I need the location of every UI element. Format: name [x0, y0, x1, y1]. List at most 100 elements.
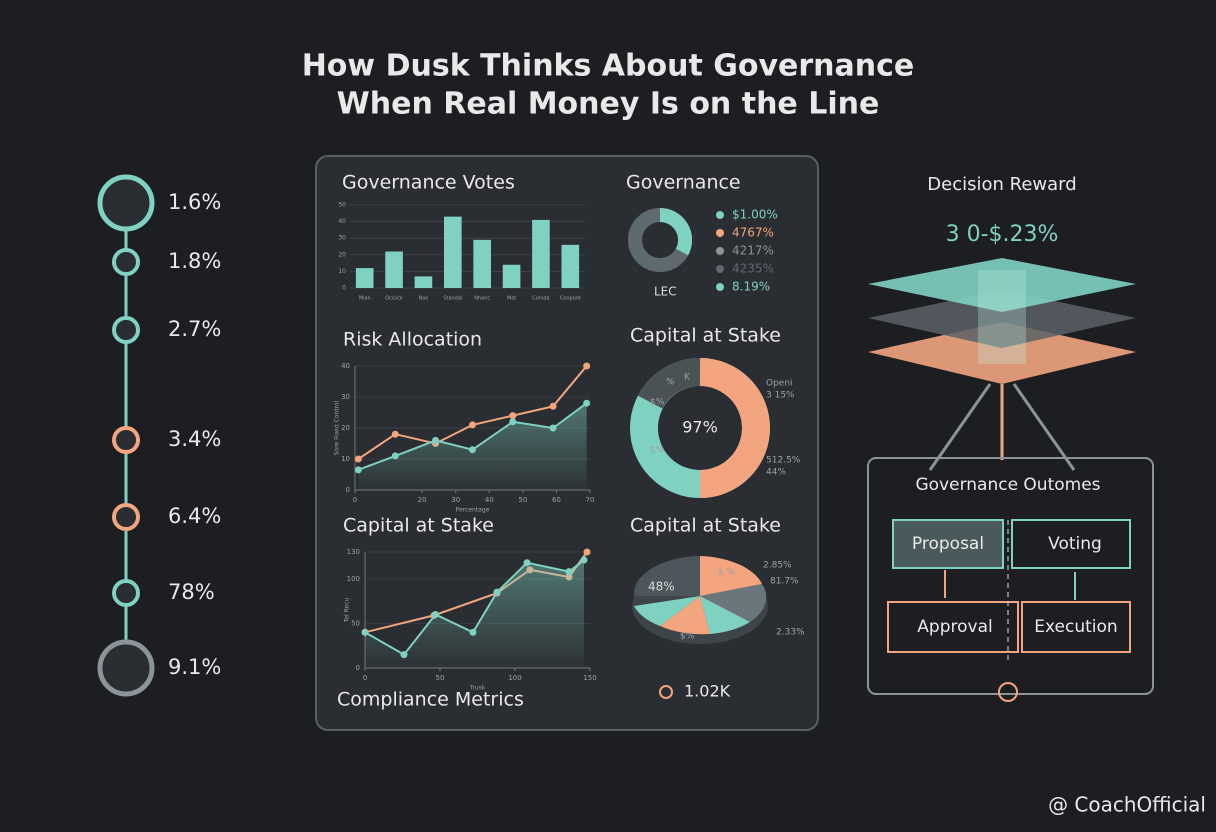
timeline-node	[112, 316, 140, 344]
point	[432, 436, 440, 444]
y-tick-label: 20	[341, 424, 350, 432]
y-tick-label: 40	[341, 362, 350, 370]
decision-title: Decision Reward	[927, 174, 1076, 195]
area	[365, 560, 584, 668]
step: Proposal	[912, 534, 984, 554]
x-axis-label: Trusk	[469, 685, 486, 692]
y-tick-label: 10	[338, 268, 346, 275]
y-tick-label: 30	[341, 393, 350, 401]
bar	[502, 264, 521, 288]
point	[391, 430, 399, 438]
panel-title: Governance	[626, 172, 741, 194]
point	[469, 628, 477, 636]
title-line: How Dusk Thinks About Governance	[302, 49, 915, 84]
donut-label: %	[666, 378, 675, 388]
x-tick-label: 20	[418, 496, 427, 504]
step: Approval	[917, 617, 992, 637]
title-line: When Real Money Is on the Line	[337, 87, 880, 122]
bar	[561, 244, 580, 288]
layer	[868, 290, 1136, 348]
layer	[868, 258, 1136, 312]
donut-arc	[637, 357, 701, 410]
point	[391, 452, 399, 460]
legend-swatch	[716, 211, 724, 219]
donut-label: LEC	[654, 285, 677, 299]
pie-label: 81.7%	[770, 577, 799, 587]
x-tick-label: 70	[586, 496, 595, 504]
donut-label: Openi	[766, 379, 793, 389]
x-tick-label: 150	[583, 674, 596, 682]
timeline-node	[112, 248, 140, 276]
timeline-label: 78%	[168, 580, 215, 604]
y-tick-label: 20	[338, 251, 346, 258]
panel-title: Compliance Metrics	[337, 689, 524, 711]
donut-label: 44%	[766, 468, 786, 478]
timeline-node	[97, 174, 155, 232]
point	[583, 362, 591, 370]
donut-label: $%	[650, 446, 665, 456]
point	[354, 466, 362, 474]
y-axis-label: Sore Fixed Control	[334, 400, 341, 455]
y-tick-label: 0	[356, 664, 360, 672]
donut-arc	[699, 358, 770, 498]
x-tick-label: 100	[508, 674, 521, 682]
panel-title: Capital at Stake	[343, 515, 494, 537]
y-tick-label: 130	[347, 548, 360, 556]
governance-donut: LEC	[628, 207, 693, 299]
point	[469, 421, 476, 429]
donut-label: 3 15%	[766, 391, 795, 401]
legend-swatch	[716, 229, 724, 237]
donut-label: K	[684, 373, 691, 383]
pie-slice	[633, 556, 700, 596]
x-axis-label: Percentage	[456, 507, 490, 514]
stake-pie: 48% $ % 2.85% 81.7% 2.33% $% 1.02K	[632, 556, 805, 701]
point	[400, 651, 408, 659]
legend-label: $1.00%	[732, 208, 778, 222]
point	[509, 418, 517, 426]
y-tick-label: 100	[347, 575, 360, 583]
x-tick-label: Mat	[507, 296, 516, 302]
bar	[355, 268, 374, 288]
pie-slice	[634, 596, 700, 626]
pie-slice	[700, 596, 750, 634]
y-tick-label: 40	[338, 218, 346, 225]
footer: @ CoachOfficial	[1048, 793, 1206, 817]
point	[549, 402, 557, 410]
x-tick-label: 0	[353, 496, 357, 504]
bar	[532, 219, 550, 288]
arrow	[928, 383, 992, 471]
timeline-node	[112, 503, 140, 531]
panel-title: Governance Votes	[342, 172, 515, 194]
timeline-label: 1.8%	[168, 249, 221, 273]
x-tick-label: 50	[436, 674, 445, 682]
arrow	[1012, 383, 1076, 471]
timeline-label: 6.4%	[168, 504, 221, 528]
x-tick-label: 0	[363, 674, 367, 682]
point	[565, 568, 573, 576]
pie-slice	[700, 556, 762, 596]
panel-title: Capital at Stake	[630, 325, 781, 347]
y-tick-label: 30	[338, 235, 346, 242]
x-tick-label: Standal	[443, 296, 462, 302]
title: How Dusk Thinks About Governance When Re…	[302, 49, 915, 122]
bar	[414, 276, 433, 288]
legend-swatch	[716, 247, 724, 255]
point	[354, 455, 362, 463]
timeline-node	[112, 579, 140, 607]
point	[509, 412, 517, 420]
x-tick-label: Conpore	[560, 296, 581, 302]
step-box	[887, 601, 1019, 653]
icon	[998, 682, 1018, 702]
pie-footer: 1.02K	[684, 682, 731, 701]
step: Voting	[1048, 534, 1102, 554]
timeline: 1.6% 1.8% 2.7% 3.4% 6.4% 78% 9.1%	[97, 174, 221, 697]
y-axis-label: Tel Recu	[344, 598, 351, 624]
x-tick-label: 60	[552, 496, 561, 504]
pie-label: 2.85%	[763, 561, 792, 571]
icon	[659, 685, 673, 699]
layer	[868, 322, 1136, 384]
donut-arc	[659, 207, 693, 256]
y-tick-label: 50	[338, 202, 346, 209]
decision-value: 3 0-$.23%	[946, 222, 1059, 247]
